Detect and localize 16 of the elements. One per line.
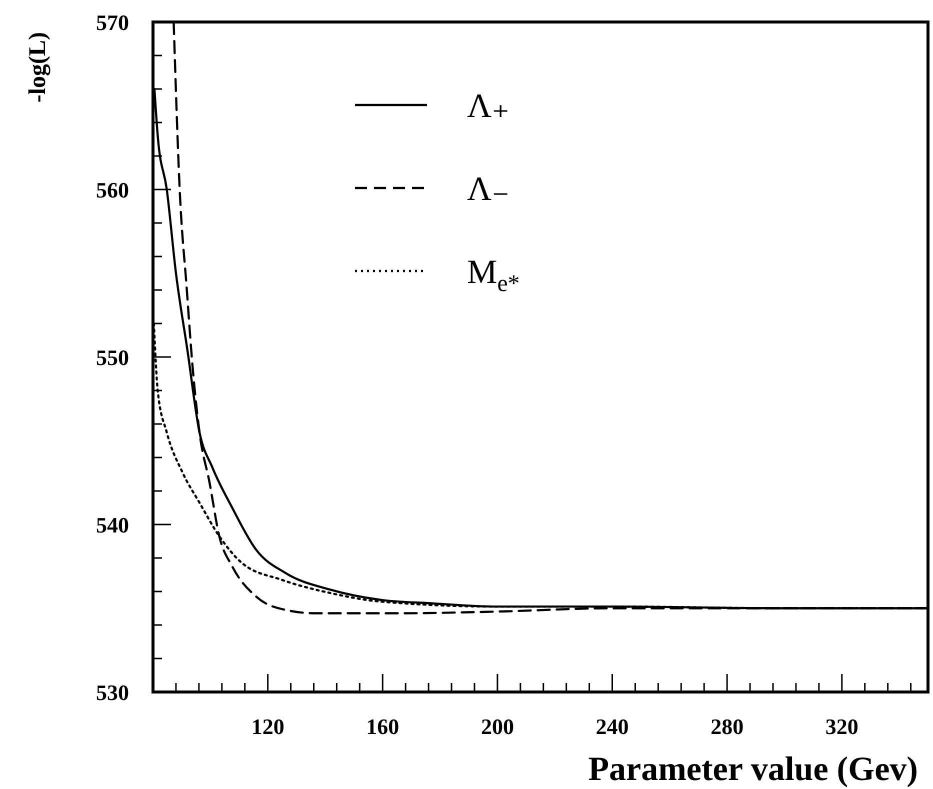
y-tick-label: 550 [96, 345, 129, 370]
y-axis-title: -log(L) [25, 32, 51, 103]
x-tick-label: 280 [710, 714, 744, 739]
y-tick-label: 530 [96, 680, 129, 705]
x-tick-label: 120 [251, 714, 284, 739]
x-tick-label: 200 [480, 714, 514, 739]
y-tick-label: 570 [96, 10, 129, 35]
x-tick-label: 160 [366, 714, 400, 739]
y-tick-label: 540 [96, 512, 129, 538]
legend-label: Λ₋ [467, 171, 510, 208]
legend-label: M$_{e*}$ [467, 254, 520, 298]
legend-label: Λ₊ [467, 88, 510, 125]
x-axis-title: Parameter value (Gev) [588, 751, 918, 788]
x-tick-label: 240 [596, 714, 629, 739]
y-tick-label: 560 [96, 178, 129, 202]
x-tick-label: 320 [825, 714, 858, 739]
